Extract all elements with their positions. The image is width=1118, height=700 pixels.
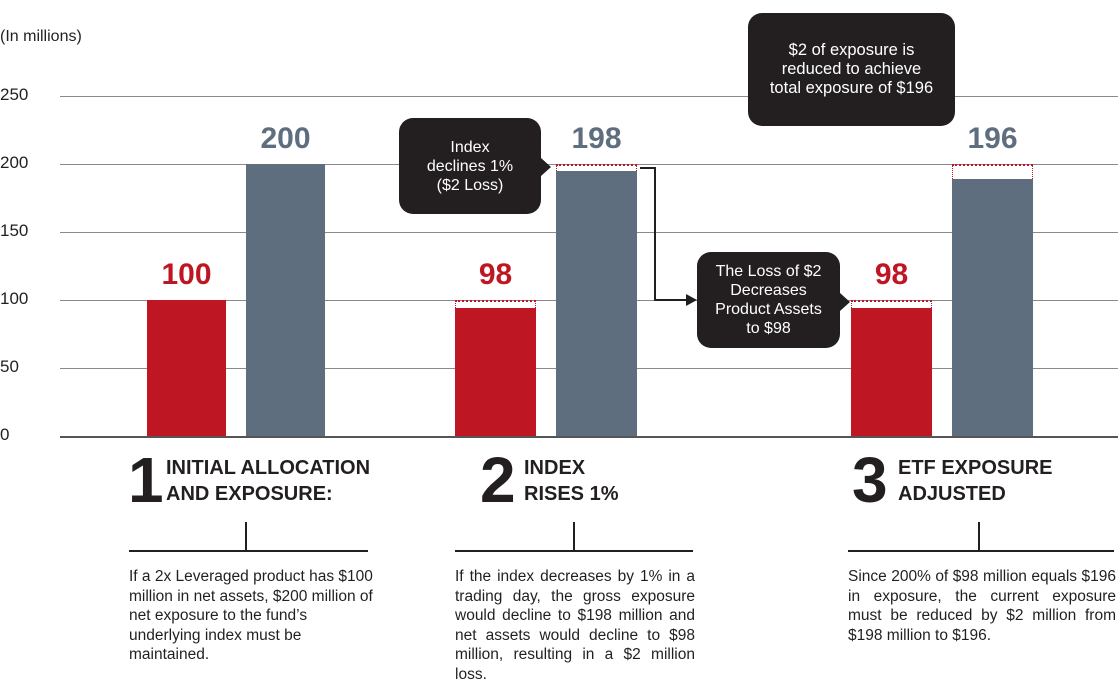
bar-net-assets-step-1 — [147, 300, 226, 436]
data-label-exposure-step-3: 196 — [967, 122, 1018, 155]
step-3-title: ETF EXPOSURE ADJUSTED — [898, 455, 1052, 507]
y-tick-label: 100 — [0, 289, 29, 308]
step-3-description: Since 200% of $98 million equals $196 in… — [848, 568, 1116, 644]
data-label-net-assets-step-3: 98 — [874, 258, 909, 291]
step-2-divider-tick — [573, 522, 575, 551]
step-2-title-line2: RISES 1% — [524, 483, 619, 505]
callout-loss-decreases-pointer — [840, 293, 850, 311]
bar-exposure-step-3-previous-level — [952, 164, 1033, 179]
step-3-title-line2: ADJUSTED — [898, 483, 1006, 505]
step-1-divider — [129, 550, 368, 552]
x-axis-baseline — [60, 436, 1118, 438]
bar-net-assets-step-3-previous-level — [851, 300, 932, 309]
callout-loss-decreases-line4: to $98 — [746, 320, 791, 337]
y-tick-label: 50 — [0, 357, 19, 376]
callout-exposure-reduced-line3: total exposure of $196 — [769, 79, 934, 97]
step-1-title: INITIAL ALLOCATION AND EXPOSURE: — [166, 455, 370, 507]
callout-index-declines-pointer — [541, 158, 551, 176]
step-3-number: 3 — [852, 444, 888, 516]
callout-loss-decreases: The Loss of $2 Decreases Product Assets … — [697, 252, 840, 348]
step-1-description: If a 2x Leveraged product has $100 milli… — [129, 568, 373, 663]
step-3-divider — [848, 550, 1114, 552]
step-2-title-line1: INDEX — [524, 457, 586, 479]
y-tick-label: 200 — [0, 153, 29, 172]
data-label-net-assets-step-2: 98 — [478, 258, 513, 291]
step-1-divider-tick — [245, 522, 247, 551]
callout-loss-decreases-line3: Product Assets — [715, 301, 822, 318]
step-1-number: 1 — [128, 444, 164, 516]
bar-exposure-step-2-previous-level — [556, 164, 637, 171]
step-1-title-line1: INITIAL ALLOCATION — [166, 457, 371, 479]
callout-loss-decreases-line1: The Loss of $2 — [715, 263, 822, 280]
callout-exposure-reduced: $2 of exposure is reduced to achieve tot… — [748, 13, 955, 126]
y-tick-label: 250 — [0, 85, 29, 104]
step-2-title: INDEX RISES 1% — [524, 455, 618, 507]
bar-net-assets-step-3 — [851, 308, 932, 436]
bar-net-assets-step-2-previous-level — [455, 300, 536, 309]
data-label-exposure-step-1: 200 — [260, 122, 311, 155]
units-label: (In millions) — [0, 28, 82, 45]
step-3-divider-tick — [978, 522, 980, 551]
data-label-net-assets-step-1: 100 — [161, 258, 212, 291]
bar-exposure-step-2 — [556, 170, 637, 436]
step-2-description: If the index decreases by 1% in a tradin… — [455, 568, 695, 683]
step-1-title-line2: AND EXPOSURE: — [166, 483, 333, 505]
callout-index-declines: Index declines 1% ($2 Loss) — [399, 118, 541, 214]
callout-loss-decreases-line2: Decreases — [730, 282, 807, 299]
bar-exposure-step-3 — [952, 178, 1033, 436]
data-label-exposure-step-2: 198 — [571, 122, 622, 155]
y-tick-label: 0 — [0, 425, 10, 444]
callout-exposure-reduced-line2: reduced to achieve — [781, 60, 922, 78]
callout-exposure-reduced-line1: $2 of exposure is — [788, 41, 915, 59]
bar-exposure-step-1 — [246, 164, 325, 436]
step-2-number: 2 — [480, 444, 516, 516]
callout-index-declines-line3: ($2 Loss) — [436, 176, 504, 194]
callout-index-declines-line2: declines 1% — [426, 157, 514, 175]
step-3-title-line1: ETF EXPOSURE — [898, 457, 1053, 479]
gridline — [60, 96, 1118, 97]
callout-index-declines-line1: Index — [450, 138, 490, 156]
bar-net-assets-step-2 — [455, 308, 536, 436]
y-tick-label: 150 — [0, 221, 29, 240]
